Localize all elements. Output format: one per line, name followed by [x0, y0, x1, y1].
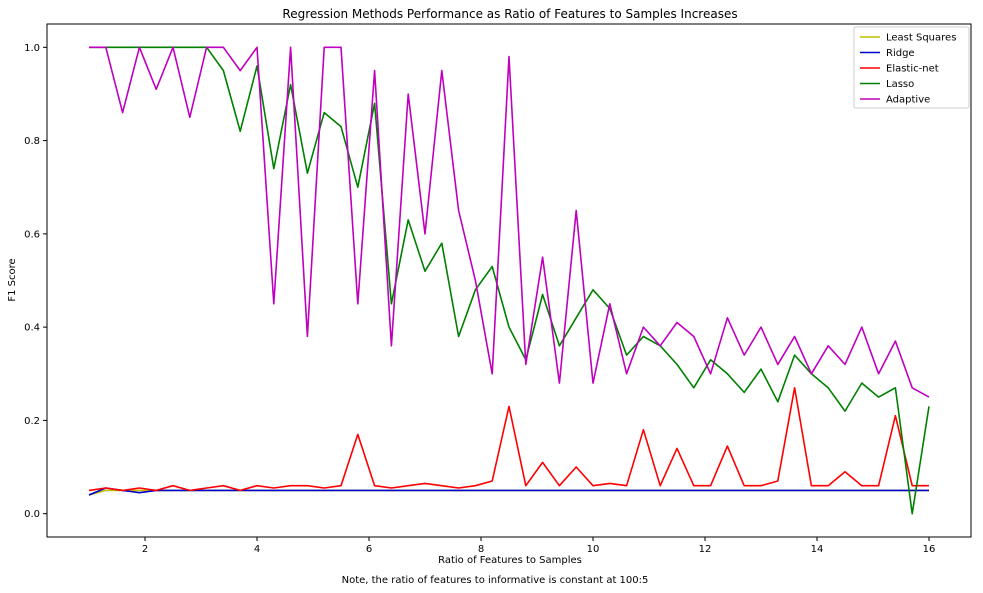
x-tick-label: 8 [478, 544, 484, 555]
y-ticks: 0.0 0.2 0.4 0.6 0.8 1.0 [24, 43, 47, 520]
x-axis-label: Ratio of Features to Samples [438, 555, 582, 566]
x-tick-label: 14 [811, 544, 824, 555]
y-tick-label: 0.8 [24, 136, 40, 147]
x-tick-label: 6 [366, 544, 372, 555]
x-tick-label: 2 [142, 544, 148, 555]
x-tick-label: 4 [254, 544, 260, 555]
legend-label: Adaptive [886, 95, 930, 106]
legend-box [853, 26, 970, 109]
x-tick-label: 12 [699, 544, 712, 555]
series-lines [88, 46, 930, 515]
legend-label: Lasso [886, 79, 914, 90]
x-tick-label: 10 [587, 544, 600, 555]
footnote: Note, the ratio of features to informati… [342, 575, 649, 586]
x-tick-label: 16 [923, 544, 936, 555]
y-axis-label: F1 Score [7, 258, 18, 301]
series-line-elastic-net [88, 386, 929, 492]
legend-label: Elastic-net [886, 64, 939, 75]
series-line-adaptive [89, 46, 930, 398]
series-line-lasso [89, 46, 930, 515]
y-tick-label: 0.0 [24, 509, 40, 520]
y-tick-label: 0.6 [24, 229, 40, 240]
x-ticks: 2 4 6 8 10 12 14 16 [142, 537, 936, 555]
legend-label: Least Squares [886, 33, 956, 44]
chart-title: Regression Methods Performance as Ratio … [282, 7, 737, 21]
y-tick-label: 0.2 [24, 416, 40, 427]
y-tick-label: 1.0 [24, 43, 40, 54]
legend: Least Squares Ridge Elastic-net Lasso Adapti… [853, 26, 970, 109]
y-tick-label: 0.4 [24, 323, 40, 334]
plot-frame [46, 23, 972, 538]
legend-label: Ridge [886, 48, 915, 59]
series-line-ridge [88, 487, 929, 496]
